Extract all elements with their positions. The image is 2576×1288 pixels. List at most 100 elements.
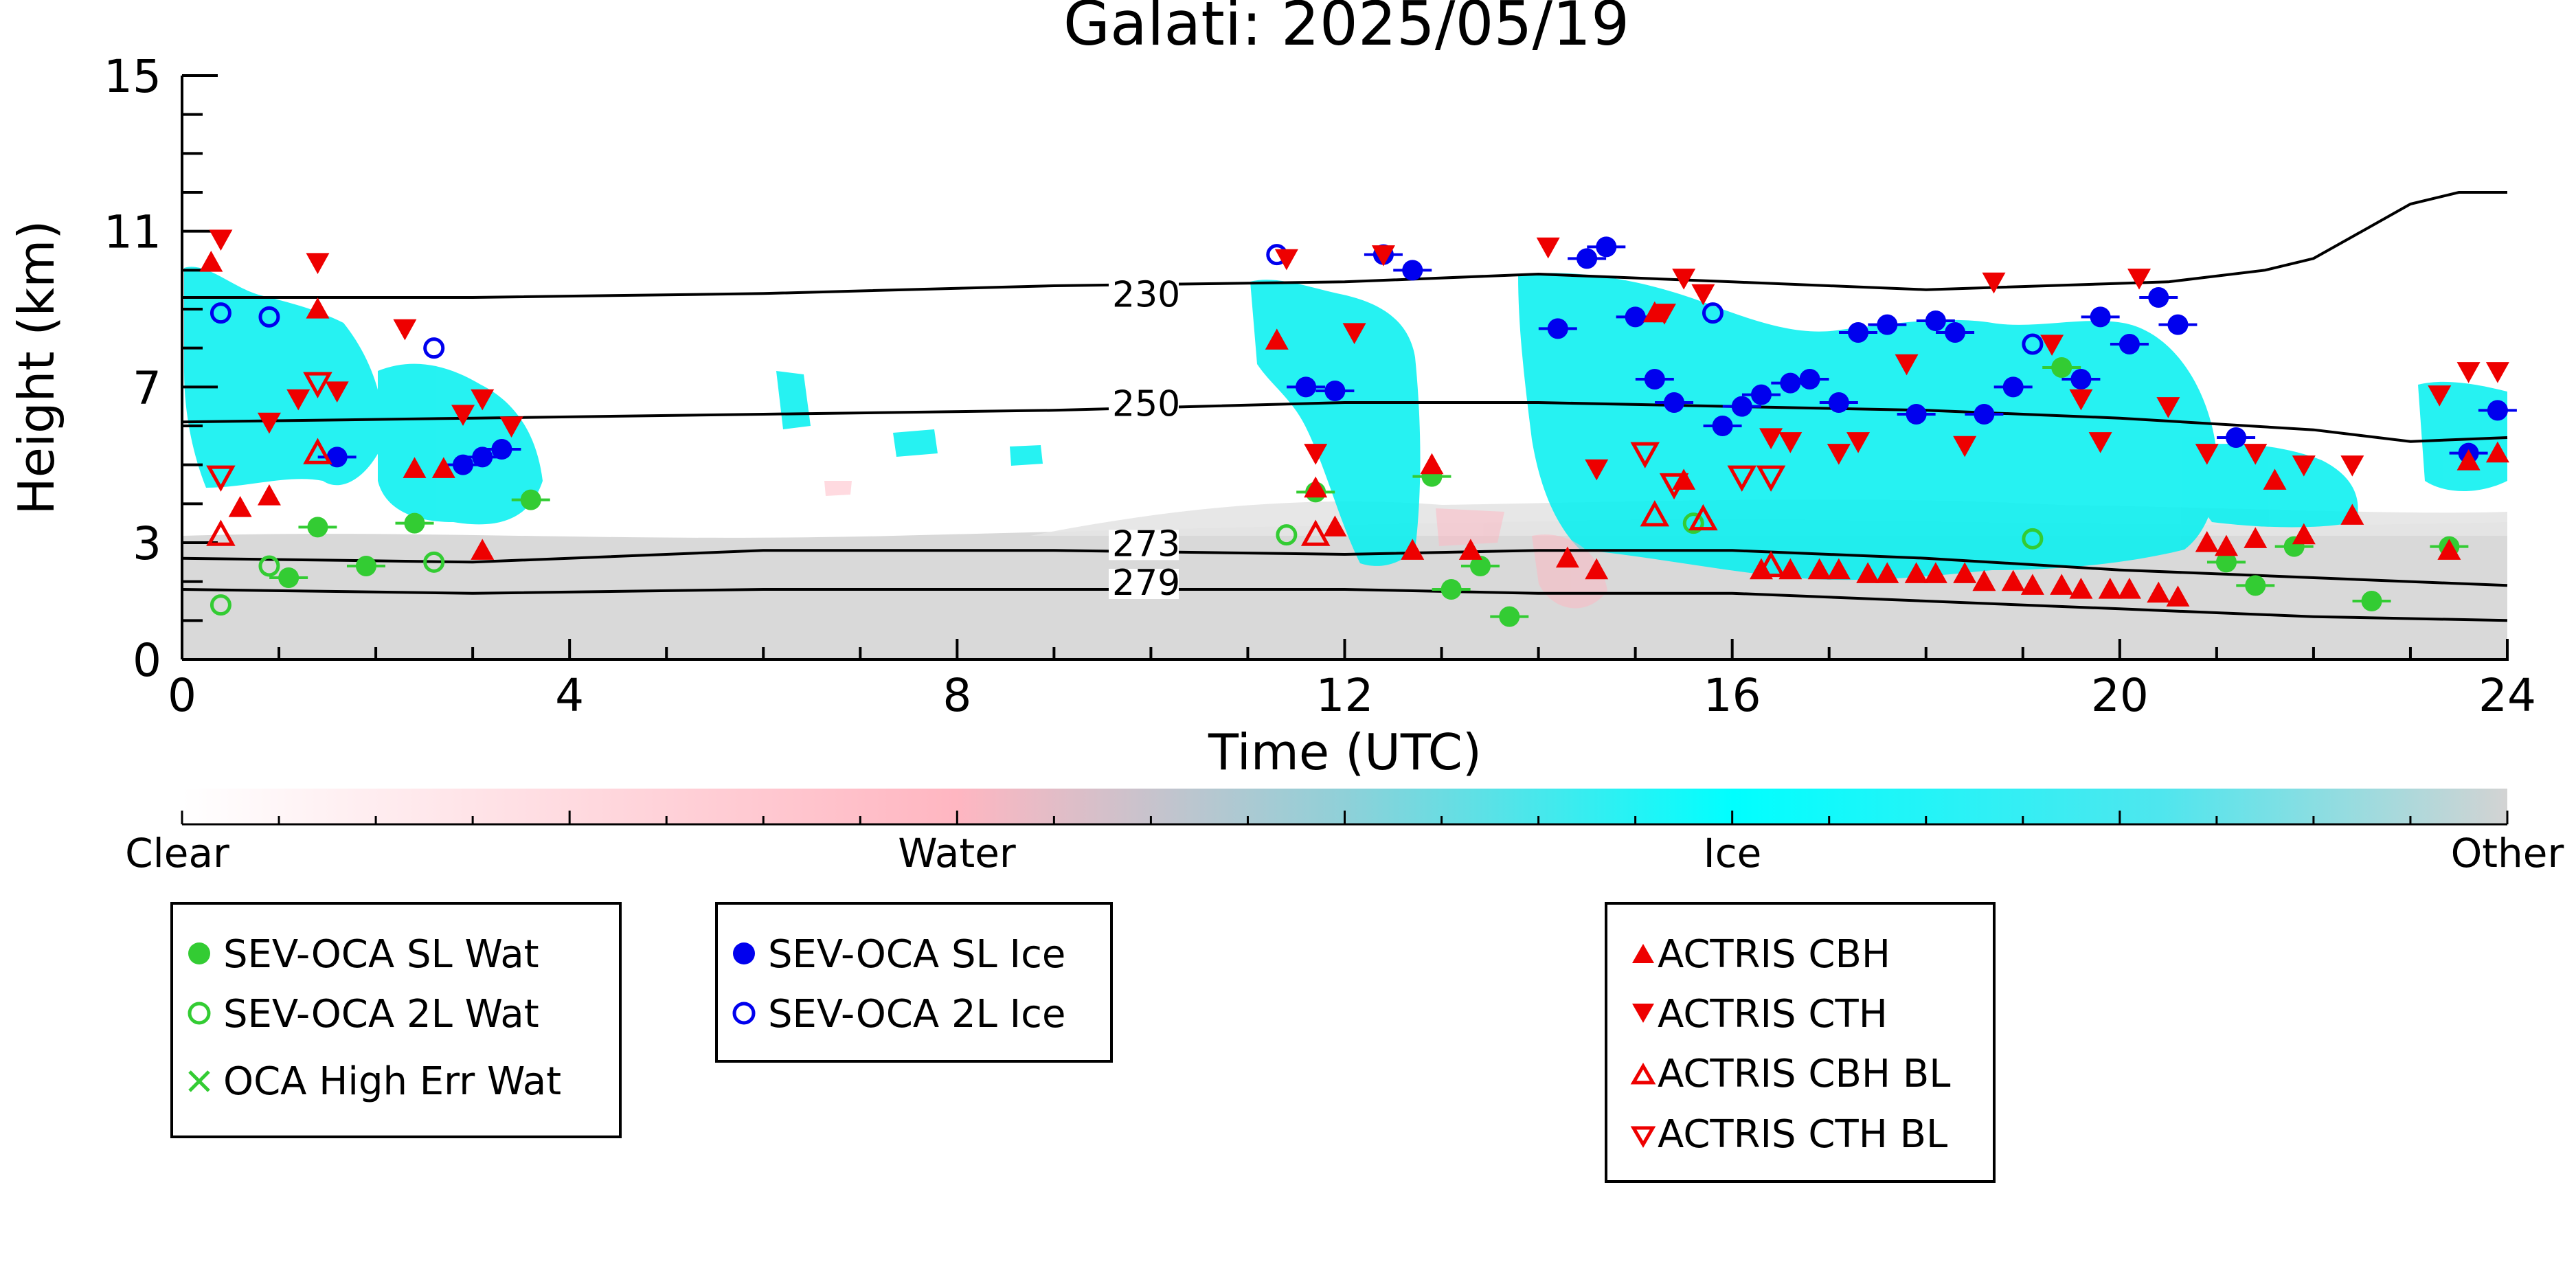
x-axis-label: Time (UTC) [1208,723,1482,781]
marker-sev-oca-2l-wat [423,551,445,573]
marker-actris-cth [1953,436,1977,457]
marker-actris-cbh [471,539,495,560]
legend-actris: ACTRIS CBH ACTRIS CTH ACTRIS CBH BL ACTR… [1605,902,1996,1183]
marker-sev-oca-sl-ice [472,447,493,468]
marker-sev-oca-sl-ice [2226,427,2247,448]
marker-sev-oca-sl-wat [2245,575,2266,596]
marker-actris-cbh [306,297,330,319]
marker-actris-cbh-bl [206,519,236,546]
legend-marker-2l-wat [188,1002,211,1025]
marker-actris-cth [1672,269,1696,290]
marker-actris-cth [2069,389,2093,411]
legend-marker-sl-ice [733,942,755,964]
marker-actris-cbh [2485,441,2509,463]
marker-sev-oca-sl-ice [491,439,512,460]
marker-actris-cth [393,319,417,341]
marker-sev-oca-sl-wat [278,567,300,588]
marker-sev-oca-sl-ice [1547,318,1568,339]
marker-sev-oca-sl-ice [1577,248,1598,269]
water-patch-b [1436,508,1504,546]
marker-actris-cbh [2020,574,2044,595]
marker-actris-cth [1846,432,1871,453]
legend-marker-2l-ice [732,1002,756,1025]
marker-sev-oca-sl-ice [1945,322,1966,343]
marker-actris-cth [2456,362,2481,383]
marker-actris-cbh [431,457,455,478]
marker-sev-oca-sl-ice [1750,384,1772,405]
marker-sev-oca-sl-ice [1925,310,1946,331]
marker-sev-oca-2l-wat [1682,512,1704,534]
water-patch-a [1532,534,1607,609]
marker-sev-oca-sl-ice [2167,314,2189,335]
marker-actris-cbh [2117,578,2141,599]
isotherm-label: 250 [1112,383,1180,425]
marker-actris-cbh [403,457,427,478]
marker-actris-cth-bl [1727,465,1757,492]
marker-actris-cth [2156,397,2180,418]
marker-actris-cth [1778,432,1803,453]
marker-sev-oca-sl-ice [453,454,474,475]
marker-actris-cth [1652,304,1676,325]
marker-sev-oca-2l-ice [423,337,445,359]
marker-actris-cth [209,229,233,251]
marker-sev-oca-sl-ice [2119,334,2140,354]
marker-sev-oca-sl-wat [2051,357,2072,378]
ice-cloud-fragment-a [776,371,811,429]
marker-actris-cbh [2214,534,2238,556]
legend-label-2l-ice: SEV-OCA 2L Ice [768,992,1065,1037]
marker-sev-oca-sl-ice [2002,376,2024,398]
marker-sev-oca-sl-ice [1712,416,1733,436]
marker-actris-cbh [2166,585,2190,607]
chart-title: Galati: 2025/05/19 [1063,0,1629,59]
legend-marker-cbh [1632,944,1654,963]
marker-actris-cbh [1972,569,1996,591]
isotherm-label-bg [1109,569,1179,599]
y-tick-label: 0 [133,634,161,687]
marker-actris-cth [2485,362,2509,383]
marker-actris-cbh [1953,562,1977,583]
marker-actris-cbh [1904,562,1928,583]
marker-actris-cbh-bl [1300,519,1331,546]
marker-sev-oca-sl-ice [1828,392,1849,413]
marker-sev-oca-2l-ice [210,302,231,324]
marker-actris-cth [1982,272,2006,294]
marker-actris-cbh [1304,476,1328,498]
marker-sev-oca-sl-ice [2090,306,2111,328]
marker-actris-cth-bl [1630,442,1660,468]
marker-sev-oca-sl-ice [326,447,348,468]
marker-sev-oca-sl-wat [1469,556,1491,576]
isotherm-line [182,191,2507,299]
marker-sev-oca-sl-wat [1499,606,1520,627]
marker-sev-oca-sl-ice [1731,396,1752,417]
colorbar-label-clear: Clear [125,830,229,877]
marker-actris-cth [306,253,330,274]
marker-sev-oca-sl-wat [307,517,328,538]
data-markers [199,229,2517,627]
marker-sev-oca-sl-ice [1324,381,1346,401]
marker-actris-cbh [1555,546,1579,568]
marker-sev-oca-sl-wat [520,489,541,510]
marker-sev-oca-sl-ice [1974,404,1995,425]
marker-actris-cbh-bl [1640,500,1670,527]
water-patch-c [824,481,852,496]
isotherm-line [181,588,2508,622]
marker-actris-cth [325,381,349,403]
marker-sev-oca-2l-wat [2022,528,2044,550]
marker-actris-cbh [1458,539,1482,560]
legend-label-cbh-bl: ACTRIS CBH BL [1658,1052,1950,1096]
marker-actris-cbh [257,484,281,506]
x-tick-label: 24 [2478,669,2536,722]
marker-actris-cth-bl [1756,465,1786,492]
marker-actris-cbh-bl [303,438,332,464]
marker-actris-cbh [1265,328,1289,350]
marker-actris-cth [1371,245,1395,267]
marker-actris-cbh [1323,515,1347,536]
marker-actris-cbh [2195,531,2219,552]
y-tick-label: 7 [133,361,161,414]
marker-actris-cth [2244,444,2268,465]
marker-actris-cbh [2050,574,2074,595]
marker-actris-cth-bl [206,465,236,492]
marker-actris-cbh [2263,468,2287,490]
